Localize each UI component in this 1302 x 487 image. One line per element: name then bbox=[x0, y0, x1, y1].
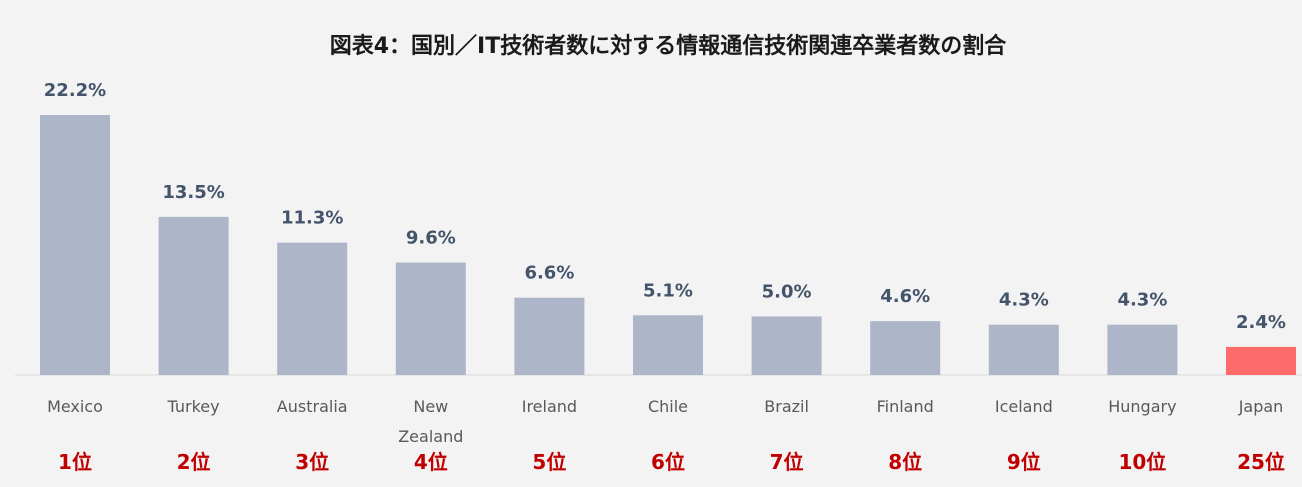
value-label: 13.5% bbox=[162, 182, 224, 203]
rank-label: 9位 bbox=[1006, 450, 1041, 474]
value-label: 9.6% bbox=[406, 228, 456, 249]
rank-label: 6位 bbox=[651, 450, 685, 474]
bar bbox=[870, 321, 941, 375]
x-tick-label: Iceland bbox=[994, 397, 1053, 416]
value-label: 5.1% bbox=[643, 280, 693, 301]
rank-label: 2位 bbox=[176, 450, 211, 474]
rank-label: 10位 bbox=[1118, 450, 1167, 474]
value-label: 11.3% bbox=[281, 208, 343, 229]
bar bbox=[988, 324, 1059, 375]
bar bbox=[395, 262, 466, 375]
rank-label: 5位 bbox=[532, 450, 567, 474]
x-tick-label: Brazil bbox=[764, 397, 809, 416]
x-tick-label: Mexico bbox=[47, 397, 103, 416]
x-tick-label: Hungary bbox=[1108, 397, 1177, 416]
bar bbox=[751, 316, 822, 375]
rank-label: 25位 bbox=[1237, 450, 1285, 474]
x-tick-label: Australia bbox=[276, 397, 348, 416]
bar bbox=[277, 242, 348, 375]
chart-title: 図表4：国別／IT技術者数に対する情報通信技術関連卒業者数の割合 bbox=[330, 33, 1008, 59]
value-label: 4.3% bbox=[999, 290, 1049, 311]
value-label: 6.6% bbox=[524, 263, 574, 284]
rank-label: 4位 bbox=[413, 450, 448, 474]
value-label: 4.6% bbox=[880, 286, 930, 307]
x-tick-label: Chile bbox=[647, 397, 689, 416]
bar bbox=[1226, 346, 1296, 375]
rank-label: 8位 bbox=[888, 450, 923, 474]
x-tick-label: Turkey bbox=[167, 397, 220, 416]
x-tick-label: Ireland bbox=[521, 397, 578, 416]
bar bbox=[514, 297, 585, 375]
rank-label: 1位 bbox=[58, 450, 92, 474]
rank-label: 7位 bbox=[769, 450, 804, 474]
bar bbox=[40, 115, 110, 375]
x-tick-label: Japan bbox=[1238, 397, 1284, 416]
value-label: 4.3% bbox=[1117, 290, 1167, 311]
bar bbox=[1107, 324, 1178, 375]
value-label: 2.4% bbox=[1236, 312, 1286, 333]
bar bbox=[158, 216, 229, 375]
x-tick-label: Finland bbox=[876, 397, 934, 416]
bar bbox=[633, 315, 703, 375]
x-tick-label: New Zealand bbox=[398, 397, 464, 446]
rank-label: 3位 bbox=[295, 450, 330, 474]
value-label: 22.2% bbox=[44, 80, 106, 101]
value-label: 5.0% bbox=[762, 281, 812, 302]
